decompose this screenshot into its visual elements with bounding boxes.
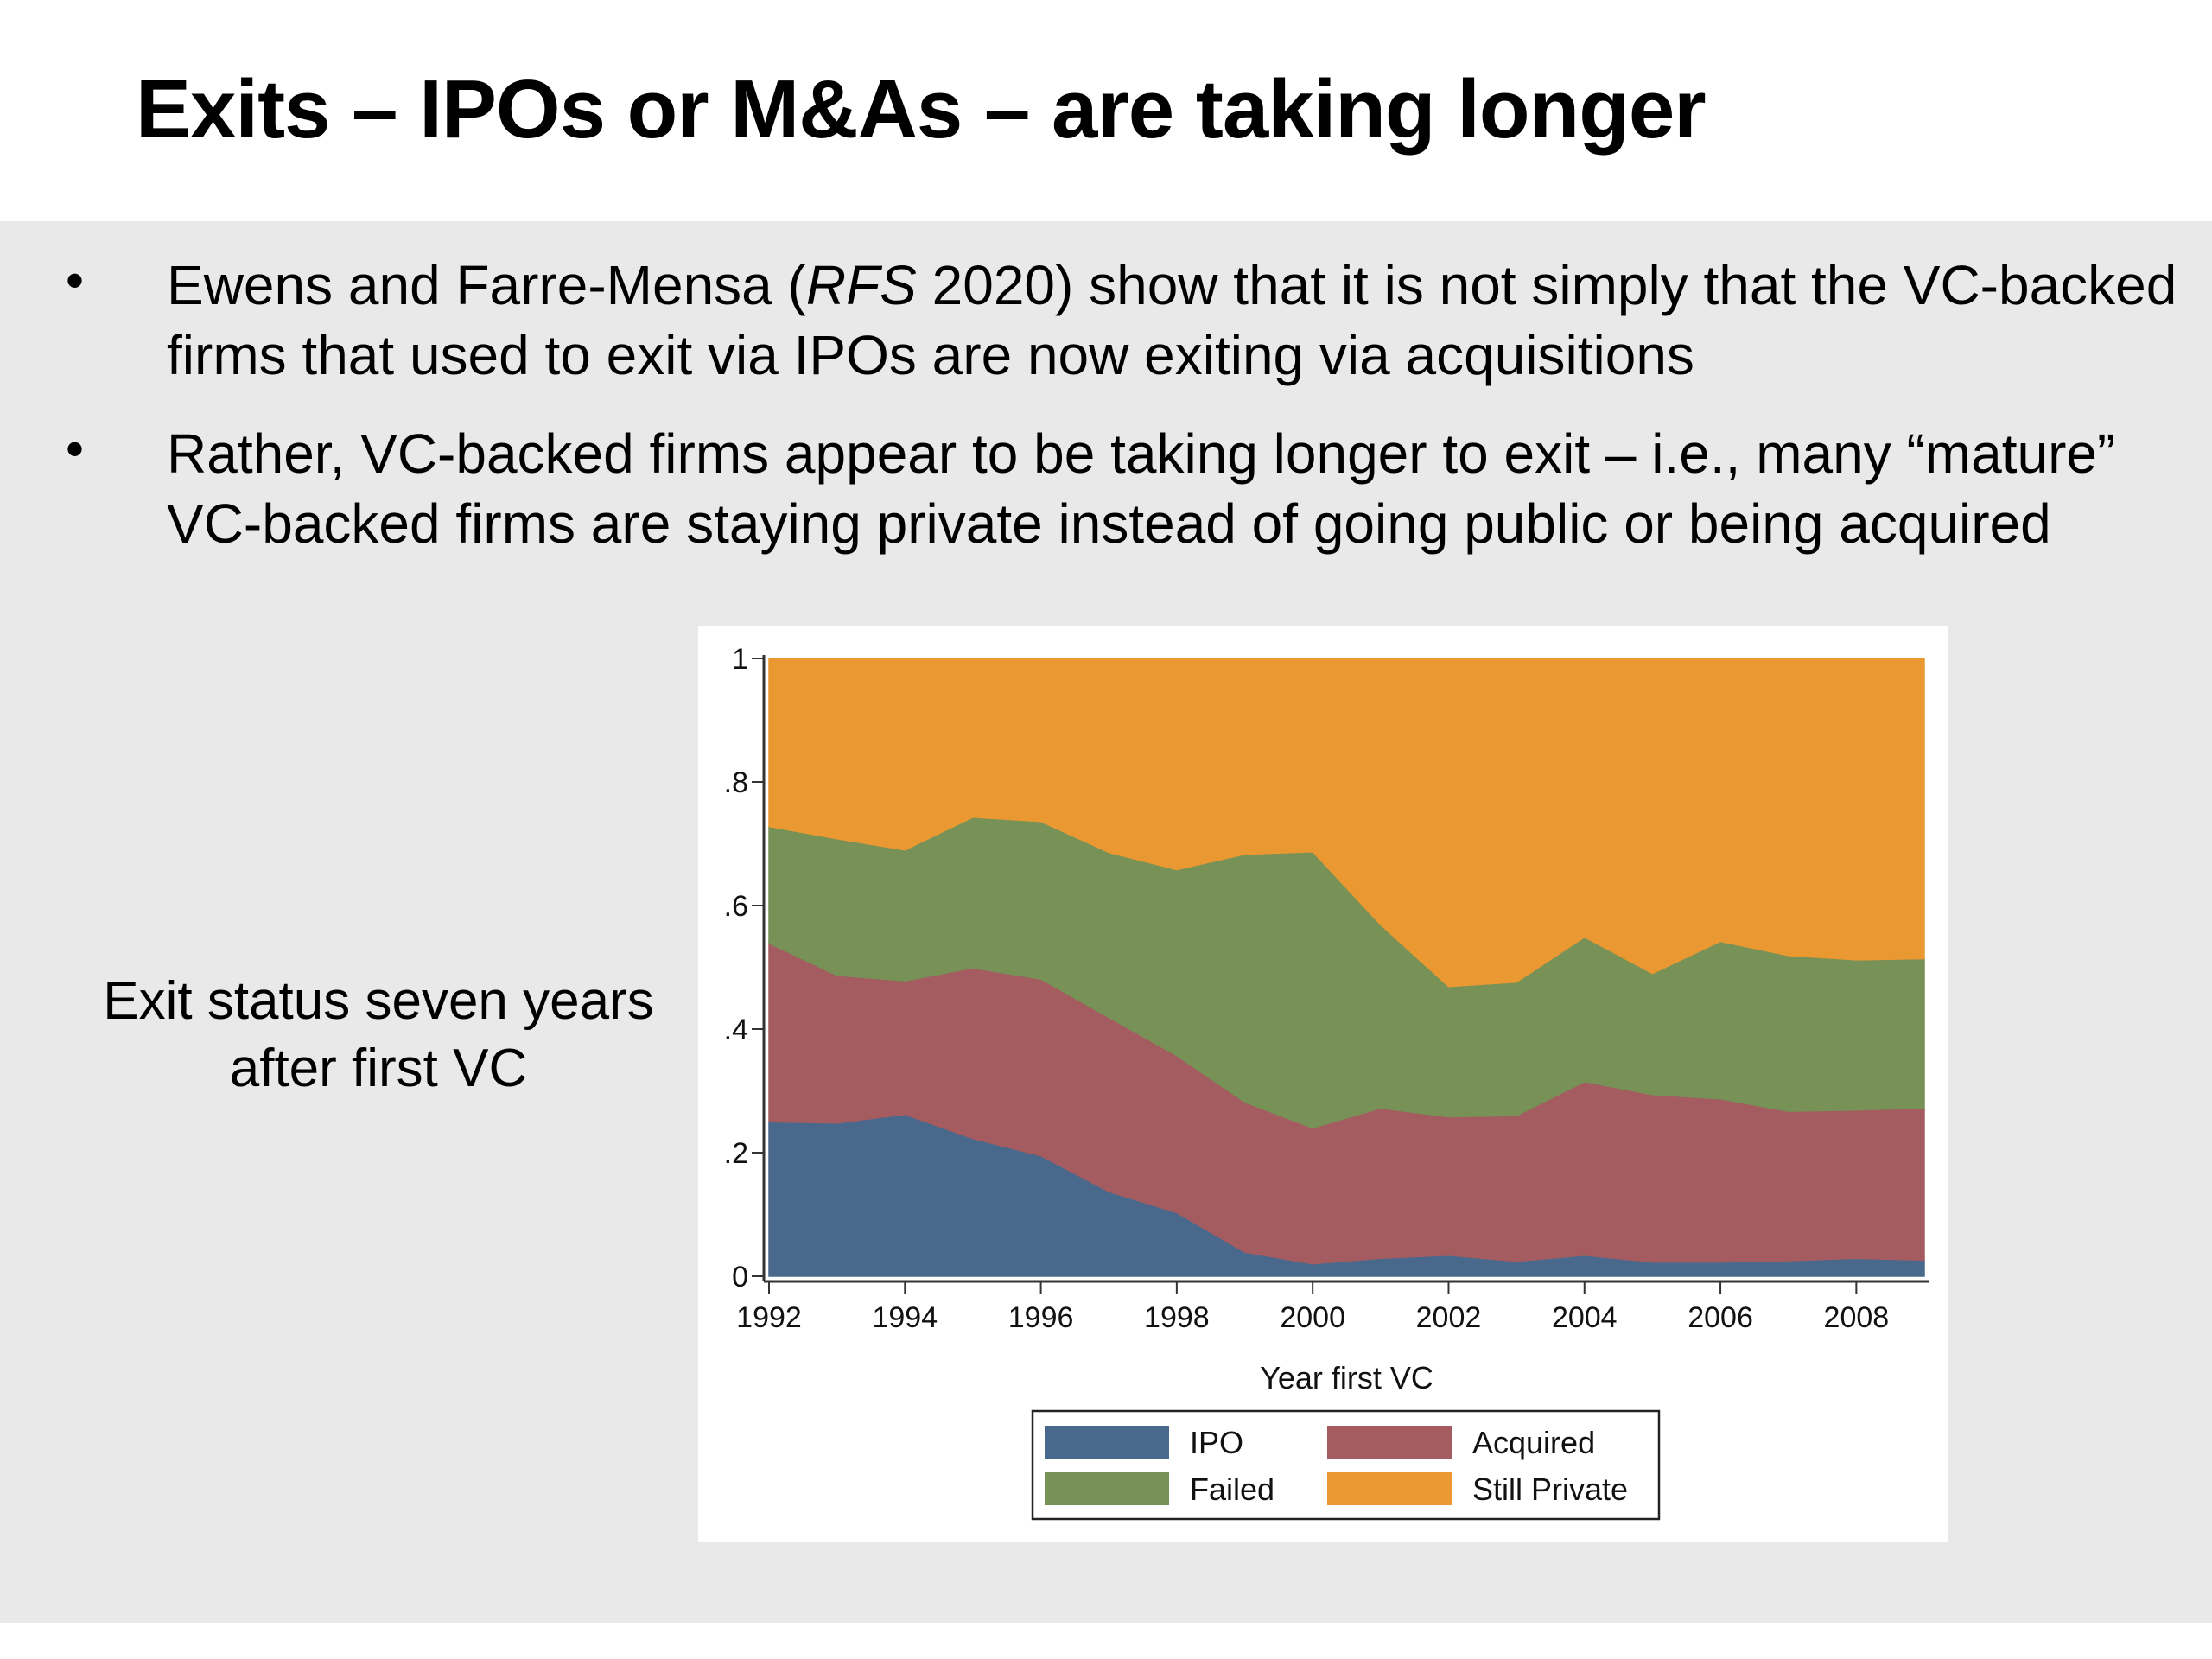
x-tick-label: 2004: [1552, 1301, 1618, 1334]
legend-swatch-failed: [1045, 1472, 1169, 1505]
legend-swatch-acquired: [1327, 1426, 1452, 1459]
y-tick-label: 1: [732, 643, 748, 676]
chart-container: 0 .2 .4 .6 .8 1 1992 1994 1996 1998 2000 2002 2004 20…: [698, 626, 1948, 1542]
x-tick-label: 1998: [1144, 1301, 1210, 1334]
y-tick-label: .8: [724, 766, 748, 799]
x-tick-label: 2008: [1824, 1301, 1890, 1334]
slide-title: Exits – IPOs or M&As – are taking longer: [136, 63, 1707, 156]
area-still-private: [768, 658, 1925, 988]
legend-label-acquired: Acquired: [1472, 1425, 1595, 1460]
legend-swatch-ipo: [1045, 1426, 1169, 1459]
x-axis-title: Year first VC: [1260, 1360, 1433, 1395]
legend-swatch-still-private: [1327, 1472, 1452, 1505]
chart-side-label: Exit status seven years after first VC: [103, 971, 654, 1098]
x-tick-label: 2002: [1416, 1301, 1482, 1334]
bullet-marker: •: [66, 420, 85, 478]
x-tick-label: 1996: [1008, 1301, 1074, 1334]
x-tick-label: 1992: [736, 1301, 802, 1334]
bullet-marker: •: [66, 251, 85, 309]
y-tick-label: .2: [724, 1137, 748, 1170]
legend-label-still-private: Still Private: [1472, 1471, 1628, 1507]
x-tick-label: 1994: [872, 1301, 938, 1334]
x-tick-label: 2006: [1688, 1301, 1753, 1334]
bullet-2-part-1: Rather, VC-backed firms appear to be tak…: [167, 423, 2116, 555]
legend-label-ipo: IPO: [1190, 1425, 1243, 1460]
y-tick-label: .6: [724, 890, 748, 923]
stacked-area-chart: 0 .2 .4 .6 .8 1 1992 1994 1996 1998 2000 2002 2004 20…: [724, 643, 1929, 1521]
y-tick-label: 0: [732, 1261, 748, 1294]
bullet-text-2: Rather, VC-backed firms appear to be tak…: [167, 419, 2180, 559]
bullet-1-part-1: Ewens and Farre-Mensa (: [167, 254, 806, 316]
bullet-1-part-3: 2020) show that it is not simply that th…: [167, 254, 2177, 386]
x-tick-label: 2000: [1280, 1301, 1345, 1334]
bullet-text-1: Ewens and Farre-Mensa (RFS 2020) show th…: [167, 251, 2180, 391]
legend-label-failed: Failed: [1190, 1471, 1274, 1507]
y-tick-label: .4: [724, 1014, 748, 1046]
bullet-1-part-2-journal: RFS: [805, 254, 917, 316]
